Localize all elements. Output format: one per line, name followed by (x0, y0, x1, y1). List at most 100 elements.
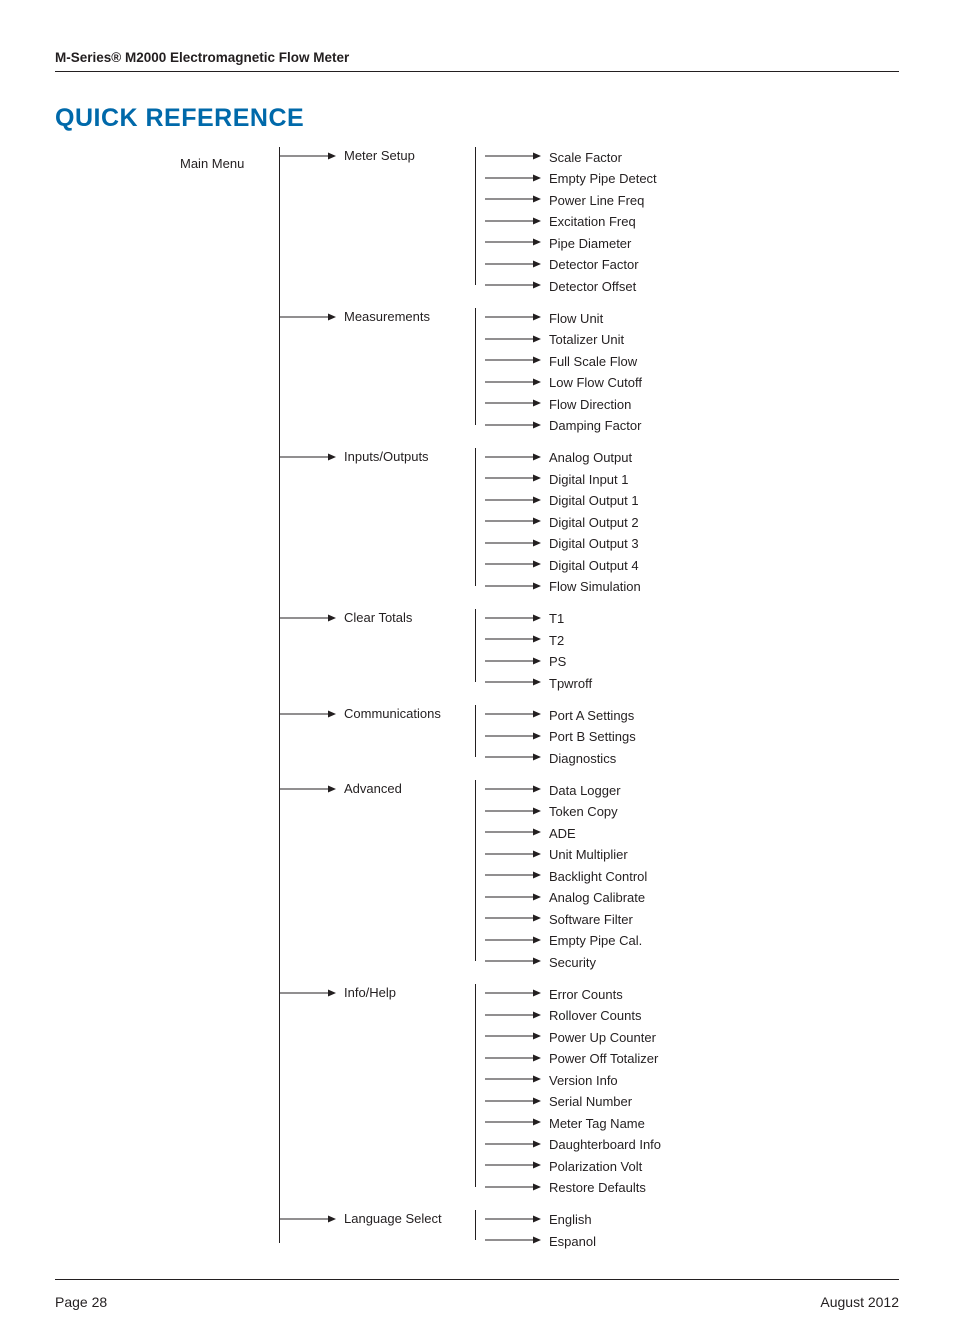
arrow-icon (485, 673, 541, 691)
tree-level2-row: Restore Defaults (485, 1178, 661, 1196)
tree-level2-list: Scale Factor Empty Pipe Detect Power Line … (485, 147, 657, 294)
arrow-icon (485, 652, 541, 670)
tree-level1-cell: Advanced (280, 780, 485, 970)
tree-root-label: Main Menu (180, 156, 244, 171)
arrow-icon (485, 630, 541, 648)
arrow-icon (485, 1070, 541, 1088)
tree-level1-vline (475, 609, 476, 683)
tree-level2-label: T1 (541, 610, 564, 625)
arrow-icon (485, 780, 541, 798)
tree-level2-label: Digital Output 4 (541, 557, 639, 572)
tree-level2-label: Digital Output 1 (541, 492, 639, 507)
tree-level2-row: Port B Settings (485, 727, 636, 745)
arrow-icon (485, 308, 541, 326)
arrow-icon (485, 448, 541, 466)
arrow-icon (485, 931, 541, 949)
tree-level2-list: Port A Settings Port B Settings Diagnostic… (485, 705, 636, 766)
arrow-icon (280, 984, 336, 1002)
tree-level2-label: Flow Unit (541, 310, 603, 325)
tree-level2-row: Digital Output 4 (485, 555, 641, 573)
tree-level2-row: Power Up Counter (485, 1027, 661, 1045)
tree-level2-label: English (541, 1211, 592, 1226)
tree-level2-row: Excitation Freq (485, 212, 657, 230)
tree-group: MeasurementsFlow UnitTotalizer UnitFull … (280, 308, 899, 434)
tree-group: Meter SetupScale FactorEmpty Pipe Detect… (280, 147, 899, 294)
tree-level1-cell: Language Select (280, 1210, 485, 1250)
arrow-icon (485, 909, 541, 927)
menu-tree: Main Menu Meter SetupScale FactorEmpty P… (180, 147, 899, 1249)
tree-level1-label: Measurements (336, 308, 430, 323)
tree-level2-label: Digital Output 2 (541, 514, 639, 529)
arrow-icon (485, 330, 541, 348)
tree-level2-row: Flow Simulation (485, 577, 641, 595)
tree-level2-label: Rollover Counts (541, 1007, 642, 1022)
arrow-icon (485, 845, 541, 863)
tree-level2-row: Meter Tag Name (485, 1113, 661, 1131)
tree-level2-row: Version Info (485, 1070, 661, 1088)
tree-level2-label: ADE (541, 825, 576, 840)
tree-group: Info/Help Error Counts Rollover Counts Powe… (280, 984, 899, 1196)
tree-level2-row: Data Logger (485, 780, 647, 798)
arrow-icon (485, 1113, 541, 1131)
tree-level2-label: Polarization Volt (541, 1158, 642, 1173)
arrow-icon (485, 609, 541, 627)
tree-level2-row: Totalizer Unit (485, 330, 642, 348)
tree-level2-row: Software Filter (485, 909, 647, 927)
tree-groups-column: Meter SetupScale FactorEmpty Pipe Detect… (280, 147, 899, 1249)
tree-level2-label: Tpwroff (541, 675, 592, 690)
arrow-icon (485, 577, 541, 595)
tree-level2-label: Data Logger (541, 782, 621, 797)
tree-level2-label: Version Info (541, 1072, 618, 1087)
tree-level2-label: Error Counts (541, 986, 623, 1001)
tree-level2-row: Unit Multiplier (485, 845, 647, 863)
tree-level2-label: Scale Factor (541, 149, 622, 164)
page-number: Page 28 (55, 1294, 107, 1310)
tree-level2-label: Digital Output 3 (541, 535, 639, 550)
arrow-icon (280, 780, 336, 798)
page-date: August 2012 (820, 1294, 899, 1310)
tree-level2-list: T1T2PSTpwroff (485, 609, 592, 692)
tree-level2-label: Pipe Diameter (541, 235, 631, 250)
arrow-icon (485, 705, 541, 723)
tree-level2-row: Empty Pipe Cal. (485, 931, 647, 949)
tree-level2-label: Serial Number (541, 1093, 632, 1108)
tree-level2-row: Analog Calibrate (485, 888, 647, 906)
tree-level2-row: Power Line Freq (485, 190, 657, 208)
tree-level1-label: Inputs/Outputs (336, 448, 429, 463)
tree-level2-label: Meter Tag Name (541, 1115, 645, 1130)
tree-level2-row: Empty Pipe Detect (485, 169, 657, 187)
tree-level2-list: Flow UnitTotalizer UnitFull Scale FlowLo… (485, 308, 642, 434)
tree-level2-row: Digital Output 1 (485, 491, 641, 509)
tree-level1-vline (475, 984, 476, 1187)
tree-level2-row: Tpwroff (485, 673, 592, 691)
arrow-icon (485, 147, 541, 165)
arrow-icon (485, 952, 541, 970)
tree-level2-row: Port A Settings (485, 705, 636, 723)
arrow-icon (280, 448, 336, 466)
tree-level2-row: T1 (485, 609, 592, 627)
tree-level2-row: Damping Factor (485, 416, 642, 434)
tree-level2-label: Diagnostics (541, 750, 616, 765)
tree-level2-label: Flow Simulation (541, 578, 641, 593)
arrow-icon (485, 351, 541, 369)
tree-level2-row: Flow Direction (485, 394, 642, 412)
arrow-icon (280, 609, 336, 627)
tree-group: Language SelectEnglishEspanol (280, 1210, 899, 1250)
tree-level2-row: Security (485, 952, 647, 970)
tree-level2-row: T2 (485, 630, 592, 648)
tree-level2-label: Software Filter (541, 911, 633, 926)
tree-level1-cell: Info/Help (280, 984, 485, 1196)
arrow-icon (485, 748, 541, 766)
arrow-icon (485, 823, 541, 841)
tree-level2-row: Low Flow Cutoff (485, 373, 642, 391)
tree-level1-label: Language Select (336, 1210, 442, 1225)
tree-level2-label: Backlight Control (541, 868, 647, 883)
arrow-icon (485, 469, 541, 487)
tree-level1-vline (475, 1210, 476, 1241)
tree-level2-row: Diagnostics (485, 748, 636, 766)
tree-level2-row: ADE (485, 823, 647, 841)
arrow-icon (485, 233, 541, 251)
tree-level1-vline (475, 147, 476, 285)
tree-level2-label: Analog Calibrate (541, 889, 645, 904)
tree-group: Clear TotalsT1T2PSTpwroff (280, 609, 899, 692)
